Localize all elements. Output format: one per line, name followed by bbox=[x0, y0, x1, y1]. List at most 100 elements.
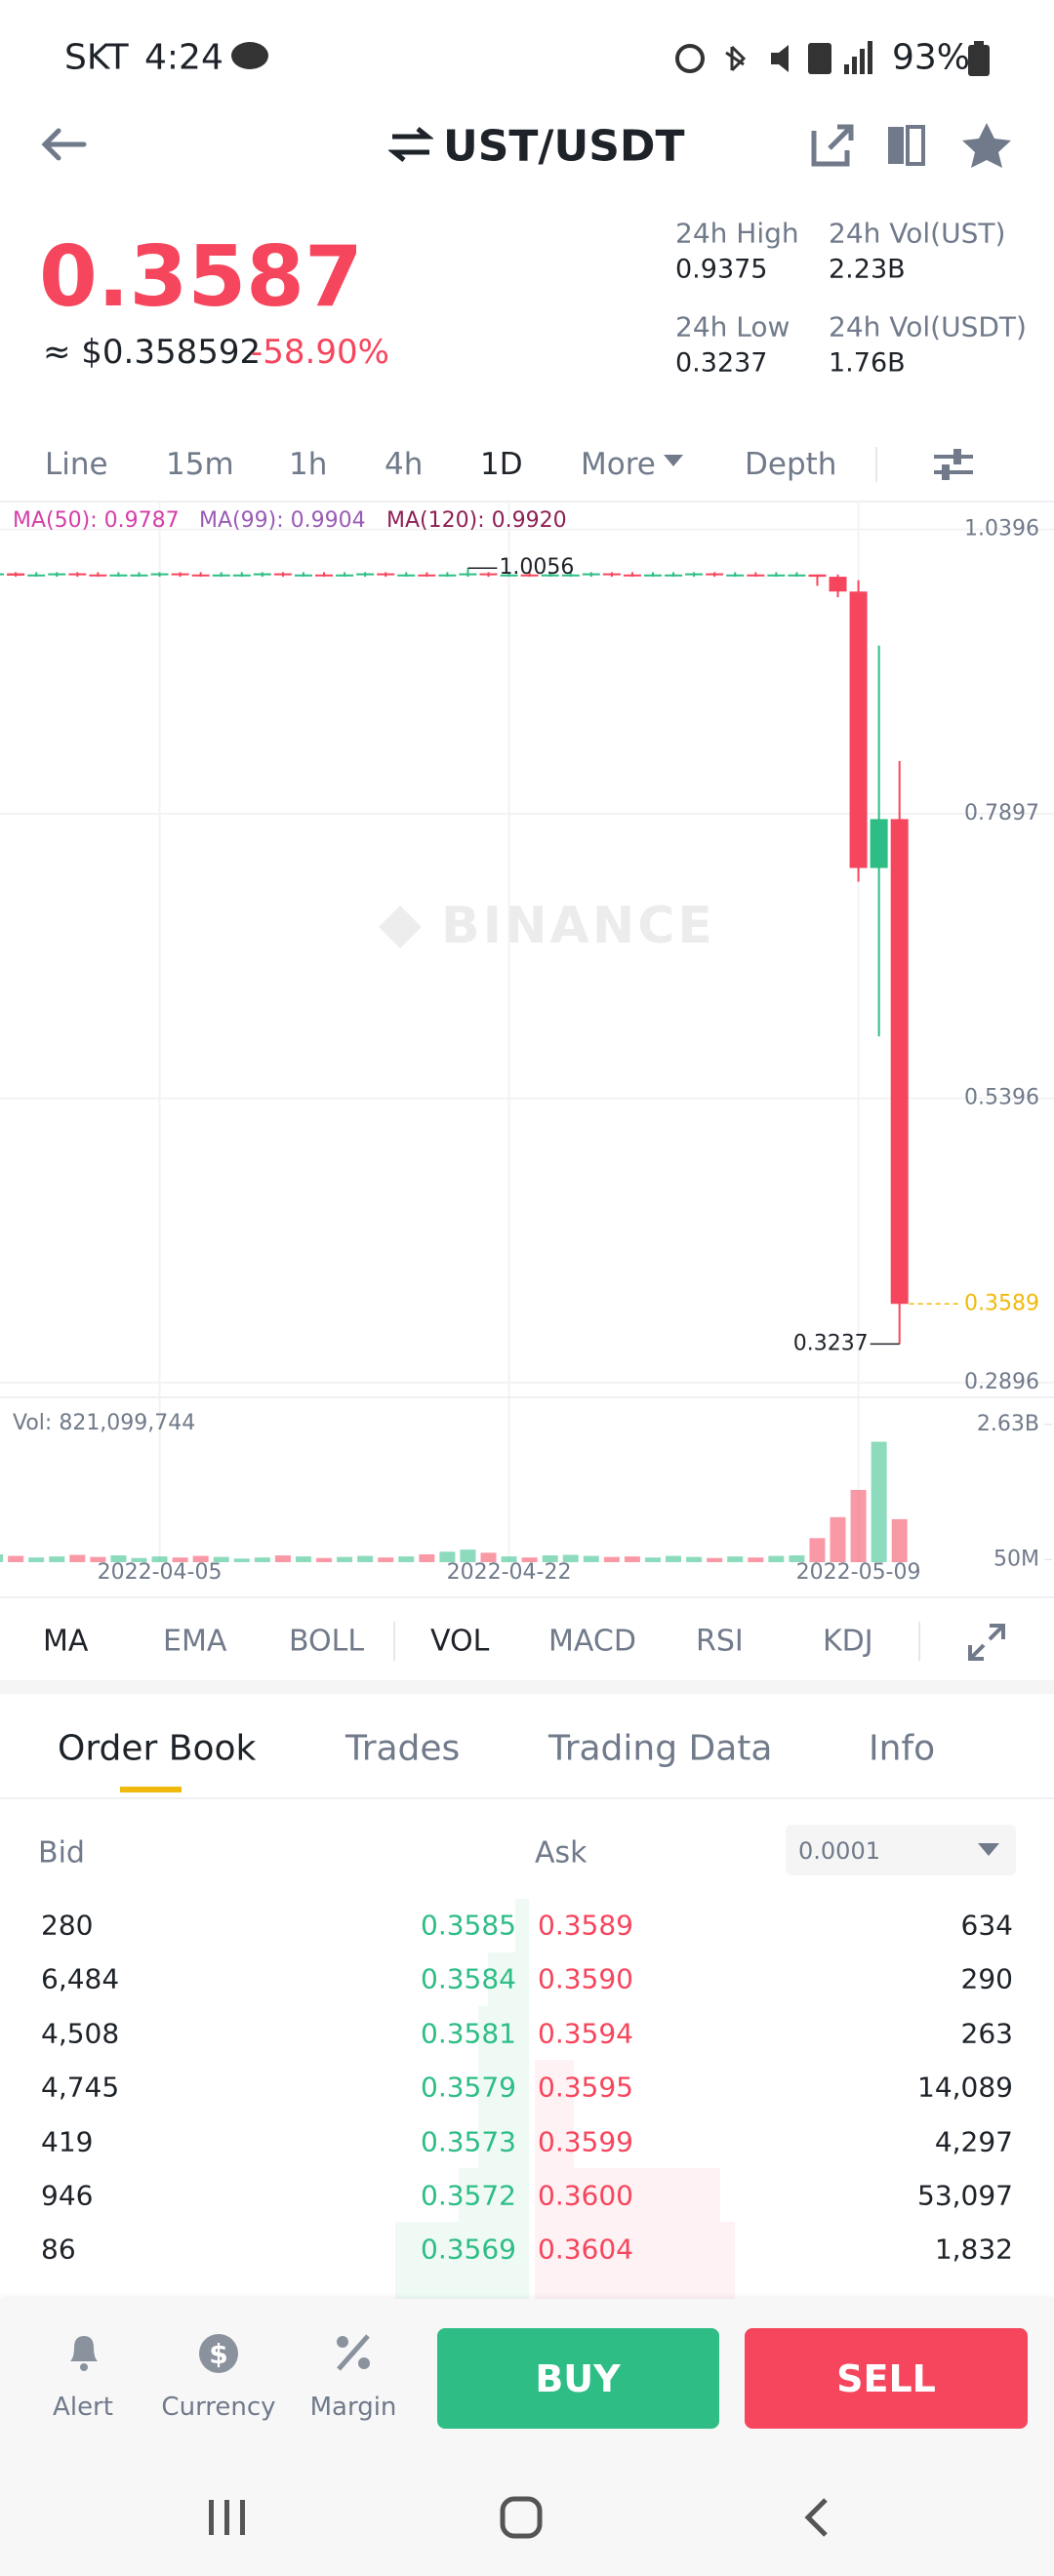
back-nav-button[interactable] bbox=[804, 2498, 828, 2537]
volume-bar bbox=[419, 1553, 435, 1562]
recents-button[interactable] bbox=[209, 2500, 245, 2535]
interval-tab[interactable]: Depth bbox=[745, 447, 837, 482]
candle-body bbox=[294, 574, 312, 577]
bid-amount: 419 bbox=[41, 2125, 94, 2158]
interval-tab[interactable]: 1h bbox=[289, 447, 328, 482]
indicator-tab-active[interactable]: MA bbox=[43, 1624, 89, 1659]
volume-bar bbox=[316, 1557, 333, 1562]
buy-label[interactable]: BUY bbox=[535, 2357, 621, 2400]
stat-label: 24h High bbox=[675, 217, 799, 250]
stat-label: 24h Low bbox=[675, 310, 790, 343]
ask-amount: 14,089 bbox=[917, 2071, 1013, 2104]
bid-header: Bid bbox=[38, 1835, 85, 1871]
currency-icon[interactable]: $ bbox=[197, 2332, 240, 2375]
indicator-tab[interactable]: RSI bbox=[696, 1624, 744, 1659]
alert-icon[interactable] bbox=[64, 2330, 103, 2373]
volume-bar bbox=[789, 1555, 805, 1562]
sell-button[interactable] bbox=[745, 2328, 1028, 2429]
volume-bar bbox=[460, 1550, 476, 1562]
ma-label: MA(99): 0.9904 bbox=[199, 508, 366, 533]
chart-settings[interactable] bbox=[932, 445, 975, 484]
fullscreen-button[interactable] bbox=[966, 1622, 1007, 1663]
volume-bar bbox=[49, 1556, 65, 1562]
indicator-tab[interactable]: MACD bbox=[548, 1624, 636, 1659]
indicator-tab[interactable]: KDJ bbox=[823, 1624, 873, 1659]
last-price-label: 0.3589 bbox=[964, 1291, 1039, 1315]
volume-tick-label: 2.63B bbox=[977, 1412, 1039, 1436]
book-tab[interactable]: Trading Data bbox=[548, 1728, 773, 1769]
candle-body bbox=[171, 573, 189, 576]
back-button[interactable] bbox=[39, 125, 88, 164]
y-tick-label: 0.5396 bbox=[964, 1086, 1039, 1110]
candle-body bbox=[643, 574, 662, 577]
bid-price: 0.3572 bbox=[421, 2179, 516, 2212]
header-actions[interactable] bbox=[808, 121, 1013, 170]
candle-body bbox=[726, 574, 745, 577]
svg-text:$: $ bbox=[209, 2338, 227, 2370]
indicator-tab[interactable]: BOLL bbox=[289, 1624, 365, 1659]
divider bbox=[0, 501, 1054, 503]
book-tab[interactable]: Info bbox=[869, 1728, 936, 1769]
volume-bar bbox=[0, 1553, 4, 1562]
volume-bar bbox=[748, 1557, 764, 1562]
candle-body bbox=[273, 573, 292, 576]
volume-bar bbox=[69, 1554, 86, 1562]
action-label[interactable]: Currency bbox=[161, 2393, 276, 2422]
interval-tab-active[interactable]: 1D bbox=[480, 447, 523, 482]
indicator-tab-active[interactable]: VOL bbox=[430, 1624, 490, 1659]
depth-bar bbox=[535, 2222, 735, 2300]
precision-caret[interactable] bbox=[978, 1843, 999, 1857]
ask-amount: 1,832 bbox=[934, 2233, 1013, 2266]
candle-body bbox=[788, 574, 806, 577]
interval-tab[interactable]: Line bbox=[45, 447, 108, 482]
candle-body bbox=[849, 591, 868, 868]
volume-bar bbox=[274, 1555, 291, 1562]
swap-icon[interactable] bbox=[388, 125, 433, 164]
volume-bar bbox=[521, 1557, 538, 1562]
bid-amount: 280 bbox=[41, 1909, 94, 1942]
ask-price: 0.3589 bbox=[538, 1909, 633, 1942]
margin-icon[interactable] bbox=[333, 2332, 374, 2373]
ma-label: MA(50): 0.9787 bbox=[13, 508, 180, 533]
volume-bar bbox=[28, 1557, 45, 1562]
indicator-tab[interactable]: EMA bbox=[163, 1624, 227, 1659]
volume-bar bbox=[666, 1555, 682, 1562]
max-label: 1.0056 bbox=[499, 555, 574, 580]
volume-bar bbox=[254, 1557, 270, 1562]
interval-tab[interactable]: More bbox=[581, 447, 656, 482]
precision-value[interactable]: 0.0001 bbox=[798, 1837, 880, 1865]
action-label[interactable]: Alert bbox=[53, 2393, 113, 2422]
book-tab-active[interactable]: Order Book bbox=[58, 1728, 257, 1769]
candle-body bbox=[0, 573, 5, 576]
bid-price: 0.3573 bbox=[421, 2125, 516, 2158]
candle-body bbox=[520, 574, 539, 577]
bid-amount: 4,745 bbox=[41, 2071, 120, 2104]
volume-bar bbox=[850, 1489, 867, 1562]
sell-label[interactable]: SELL bbox=[836, 2357, 936, 2400]
volume-bar bbox=[357, 1555, 374, 1562]
status-carrier: SKT bbox=[64, 37, 129, 78]
book-tab[interactable]: Trades bbox=[345, 1728, 461, 1769]
interval-tab[interactable]: 15m bbox=[166, 447, 234, 482]
precision-select[interactable] bbox=[786, 1825, 1016, 1875]
ma-label: MA(120): 0.9920 bbox=[386, 508, 567, 533]
stat-label: 24h Vol(UST) bbox=[829, 217, 1006, 250]
volume-bar bbox=[624, 1556, 640, 1562]
volume-bar bbox=[480, 1552, 497, 1562]
home-button[interactable] bbox=[500, 2496, 543, 2539]
status-time: 4:24 bbox=[144, 37, 223, 78]
more-caret[interactable] bbox=[664, 455, 683, 468]
bid-price: 0.3579 bbox=[421, 2071, 516, 2104]
interval-tab[interactable]: 4h bbox=[385, 447, 424, 482]
depth-bar bbox=[459, 2168, 529, 2222]
candle-body bbox=[212, 574, 230, 577]
volume-bar bbox=[439, 1551, 456, 1562]
action-label[interactable]: Margin bbox=[309, 2393, 397, 2422]
usd-price: ≈ $0.358592 bbox=[43, 333, 262, 372]
buy-button[interactable] bbox=[437, 2328, 719, 2429]
depth-bar bbox=[535, 2060, 574, 2168]
candle-body bbox=[706, 573, 724, 576]
candle-body bbox=[500, 574, 518, 577]
volume-tick-label: 50M bbox=[993, 1547, 1039, 1571]
stat-value: 0.9375 bbox=[675, 254, 768, 285]
